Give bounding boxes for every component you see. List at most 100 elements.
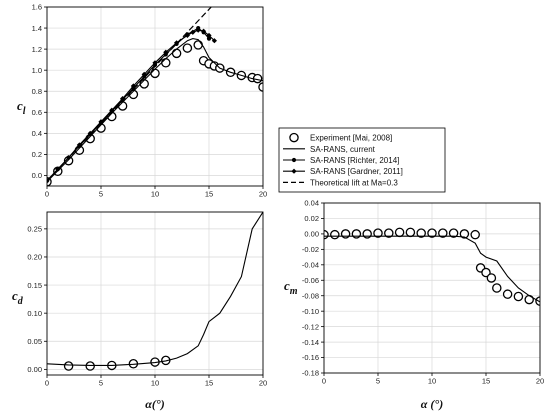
cm-series-0-point-10 <box>427 228 437 238</box>
cd-series-group <box>47 211 263 371</box>
legend: Experiment [Mai, 2008] SA-RANS, current SA… <box>278 127 446 193</box>
cl-series-0-point-14 <box>193 40 203 50</box>
cm-series-0-point-19 <box>502 289 513 299</box>
cl-xtick-label-3: 15 <box>205 190 213 199</box>
cm-ytick-label-3: -0.12 <box>302 322 319 331</box>
cl-series-4-line <box>47 6 212 182</box>
cd-xtick-label-3: 15 <box>205 379 213 388</box>
cm-ytick-label-11: 0.04 <box>304 199 319 208</box>
cl-series-3-point-14 <box>190 29 196 35</box>
cm-series-group <box>324 227 540 306</box>
cm-series-0-point-3 <box>351 229 362 239</box>
cl-ytick-label-6: 1.0 <box>32 66 42 75</box>
cl-series-3-point-3 <box>76 142 82 148</box>
cd-series-0-point-0 <box>63 361 74 371</box>
cl-xtick-label-0: 0 <box>45 190 49 199</box>
cm-ytick-label-5: -0.08 <box>302 291 319 300</box>
cm-xtick-label-4: 20 <box>536 377 544 386</box>
cm-frame <box>323 202 541 374</box>
legend-swatch-marker-2 <box>291 157 297 163</box>
cl-series-3-point-9 <box>141 71 147 77</box>
cd-ytick-label-2: 0.10 <box>27 309 42 318</box>
cl-series-0-point-10 <box>150 68 160 79</box>
cm-ytick-label-1: -0.16 <box>302 353 319 362</box>
cl-xtick-label-2: 10 <box>151 190 159 199</box>
cm-ytick-label-6: -0.06 <box>302 276 319 285</box>
cm-series-0-point-13 <box>459 229 470 239</box>
legend-label-0: Experiment [Mai, 2008] <box>310 134 392 143</box>
legend-swatch-marker-3 <box>291 168 297 174</box>
cm-ytick-label-10: 0.02 <box>304 214 319 223</box>
cd-frame <box>46 211 264 376</box>
cl-ytick-label-2: 0.2 <box>32 150 42 159</box>
cm-xtick-label-0: 0 <box>322 377 326 386</box>
cl-series-0-point-13 <box>182 43 193 53</box>
cl-ytick-label-1: 0.0 <box>32 171 42 180</box>
cm-series-0-point-2 <box>340 229 351 239</box>
cl-series-3-point-4 <box>87 130 93 136</box>
cd-xtick-label-0: 0 <box>45 379 49 388</box>
cd-xtick-label-2: 10 <box>151 379 159 388</box>
cl-ytick-label-8: 1.4 <box>32 24 42 33</box>
cl-series-3-point-17 <box>206 32 212 39</box>
cl-series-1-line <box>47 38 263 183</box>
cd-series-0-point-1 <box>85 361 95 371</box>
cm-series-0-point-5 <box>373 228 383 238</box>
cd-ytick-label-1: 0.05 <box>27 337 42 346</box>
cm-series-0-point-9 <box>416 228 426 238</box>
legend-box <box>278 127 446 193</box>
cm-xtick-label-3: 15 <box>482 377 490 386</box>
cm-xtick-label-2: 10 <box>428 377 436 386</box>
cl-series-3-point-15 <box>195 27 201 33</box>
cm-series-1-line <box>324 235 540 303</box>
cl-ylabel: cl <box>17 98 26 117</box>
cm-series-0-point-1 <box>330 229 340 240</box>
cm-series-0-point-17 <box>486 273 497 283</box>
cm-series-0-point-18 <box>492 283 502 293</box>
cd-series-1-line <box>47 211 263 366</box>
cl-series-0-point-11 <box>161 58 171 68</box>
legend-label-2: SA-RANS [Richter, 2014] <box>310 156 399 165</box>
cm-xlabel: α (°) <box>421 397 443 411</box>
legend-swatch-marker-0 <box>289 132 299 143</box>
cm-ytick-label-2: -0.14 <box>302 338 319 347</box>
cl-series-2-point-16 <box>206 36 212 41</box>
legend-label-1: SA-RANS, current <box>310 145 376 154</box>
cl-xtick-label-1: 5 <box>99 190 103 199</box>
cd-ytick-label-3: 0.15 <box>27 281 42 290</box>
cm-ytick-label-0: -0.18 <box>302 369 319 378</box>
cm-series-0-point-4 <box>362 229 372 239</box>
cd-ytick-label-0: 0.00 <box>27 365 42 374</box>
cm-chart: -0.18 -0.16 -0.14 -0.12 -0.10 -0.08 -0.06 -0.04… <box>284 199 544 411</box>
cm-ytick-label-8: -0.02 <box>302 245 319 254</box>
cm-series-0-point-6 <box>384 228 394 238</box>
cl-series-3-point-16 <box>201 28 207 34</box>
cl-ytick-label-9: 1.6 <box>32 3 42 12</box>
cl-series-0-point-12 <box>171 48 182 59</box>
cm-xtick-label-1: 5 <box>376 377 380 386</box>
cd-xtick-label-4: 20 <box>259 379 267 388</box>
cl-xtick-label-4: 20 <box>259 190 267 199</box>
cm-ylabel: cm <box>284 278 298 297</box>
cm-series-0-point-11 <box>438 228 448 238</box>
cd-ylabel: cd <box>12 288 24 307</box>
cm-ytick-label-7: -0.04 <box>302 261 319 270</box>
cm-ytick-label-4: -0.10 <box>302 307 319 316</box>
cm-ytick-label-9: 0.00 <box>304 230 319 239</box>
cd-ytick-label-5: 0.25 <box>27 225 42 234</box>
cd-chart: 0.00 0.05 0.10 0.15 0.20 0.25 0 5 10 15 20 cd α(°) <box>12 211 267 411</box>
legend-label-3: SA-RANS [Gardner, 2011] <box>310 167 403 176</box>
cl-series-group <box>47 6 263 187</box>
cd-ytick-label-4: 0.20 <box>27 253 42 262</box>
cl-series-3-point-5 <box>98 119 104 125</box>
cl-ytick-label-3: 0.4 <box>32 129 42 138</box>
cl-series-3-point-10 <box>152 60 158 66</box>
legend-label-4: Theoretical lift at Ma=0.3 <box>310 178 398 187</box>
cl-ytick-label-7: 1.2 <box>32 45 42 54</box>
cl-frame <box>46 6 264 187</box>
cl-ytick-label-4: 0.6 <box>32 108 42 117</box>
cd-xtick-label-1: 5 <box>99 379 103 388</box>
cm-series-0-point-14 <box>470 229 480 240</box>
